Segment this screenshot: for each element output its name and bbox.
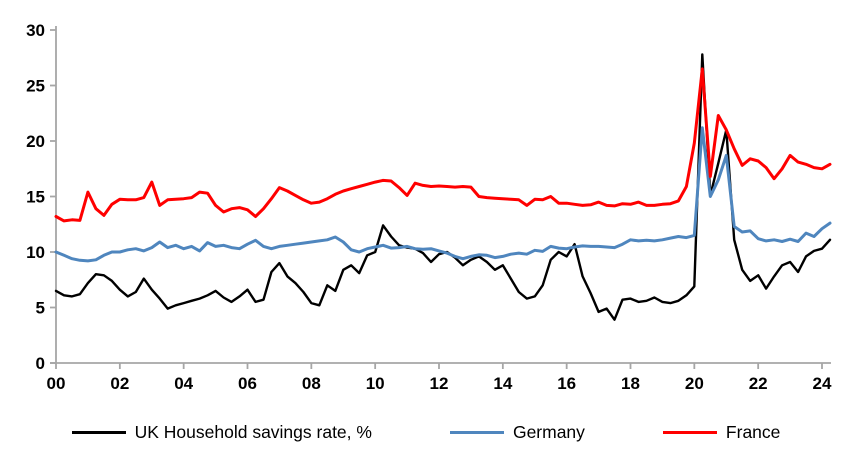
y-axis-tick-label: 10: [26, 243, 45, 262]
y-axis-tick-label: 15: [26, 188, 45, 207]
y-axis-tick-label: 20: [26, 132, 45, 151]
legend-label-france: France: [725, 422, 781, 442]
y-axis-tick-label: 5: [36, 299, 45, 318]
france-line-sample-icon: [662, 431, 717, 434]
x-axis-tick-label: 10: [366, 374, 385, 393]
x-axis-tick-label: 18: [621, 374, 640, 393]
x-axis-tick-label: 24: [813, 374, 832, 393]
y-axis-tick-label: 30: [26, 21, 45, 40]
x-axis-tick-label: 22: [749, 374, 768, 393]
x-axis-tick-label: 00: [47, 374, 66, 393]
series-line-france: [54, 67, 832, 223]
x-axis-tick-label: 02: [110, 374, 129, 393]
legend-label-uk: UK Household savings rate, %: [134, 422, 372, 442]
series-line-germany: [54, 126, 832, 263]
uk-line-sample-icon: [71, 431, 126, 434]
x-axis-tick-label: 08: [302, 374, 321, 393]
y-axis-tick-label: 0: [36, 354, 45, 373]
legend-item-france: France: [662, 422, 781, 443]
x-axis-tick-label: 12: [430, 374, 449, 393]
legend: UK Household savings rate, % Germany Fra…: [0, 422, 852, 443]
legend-item-uk: UK Household savings rate, %: [71, 422, 372, 443]
x-axis-tick-label: 04: [174, 374, 193, 393]
x-axis-tick-label: 16: [557, 374, 576, 393]
x-axis-tick-label: 14: [493, 374, 512, 393]
germany-line-sample-icon: [449, 431, 504, 434]
legend-label-germany: Germany: [512, 422, 585, 442]
chart-canvas: 0 5 10 15 20 25 30 00 02 04 06 08 10 12 14 16 18 20 22 24: [26, 21, 832, 393]
x-axis-tick-label: 06: [238, 374, 257, 393]
x-axis-tick-label: 20: [685, 374, 704, 393]
legend-item-germany: Germany: [449, 422, 585, 443]
y-axis-tick-label: 25: [26, 77, 45, 96]
